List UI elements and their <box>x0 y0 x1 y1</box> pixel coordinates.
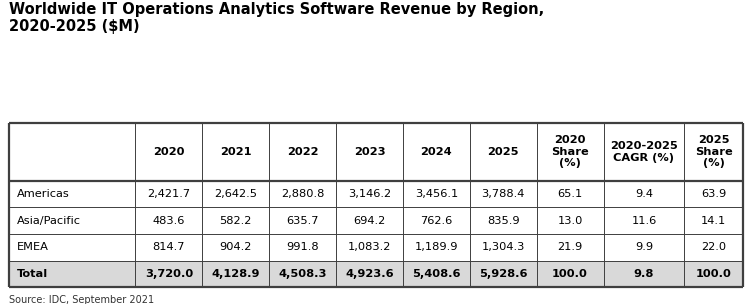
Text: 11.6: 11.6 <box>631 216 656 226</box>
Text: 1,304.3: 1,304.3 <box>481 242 525 252</box>
Text: 835.9: 835.9 <box>487 216 520 226</box>
Text: 635.7: 635.7 <box>287 216 319 226</box>
Text: Worldwide IT Operations Analytics Software Revenue by Region,
2020-2025 ($M): Worldwide IT Operations Analytics Softwa… <box>9 2 544 34</box>
Text: 4,923.6: 4,923.6 <box>345 269 394 279</box>
Text: 1,083.2: 1,083.2 <box>347 242 391 252</box>
Text: 2025: 2025 <box>487 147 519 157</box>
Text: 3,146.2: 3,146.2 <box>348 189 391 199</box>
Text: 2020
Share
(%): 2020 Share (%) <box>551 135 589 168</box>
Text: 2024: 2024 <box>420 147 452 157</box>
Text: 14.1: 14.1 <box>701 216 726 226</box>
Text: 3,788.4: 3,788.4 <box>481 189 525 199</box>
Text: 2025
Share
(%): 2025 Share (%) <box>695 135 732 168</box>
Text: 2020: 2020 <box>153 147 184 157</box>
Text: 5,408.6: 5,408.6 <box>412 269 460 279</box>
Text: 904.2: 904.2 <box>220 242 252 252</box>
Text: 582.2: 582.2 <box>220 216 252 226</box>
Text: 762.6: 762.6 <box>420 216 453 226</box>
Text: 21.9: 21.9 <box>557 242 583 252</box>
Text: 100.0: 100.0 <box>552 269 588 279</box>
Text: 2022: 2022 <box>287 147 318 157</box>
Text: Total: Total <box>17 269 48 279</box>
Text: 100.0: 100.0 <box>696 269 732 279</box>
Text: Asia/Pacific: Asia/Pacific <box>17 216 80 226</box>
Text: 4,128.9: 4,128.9 <box>211 269 260 279</box>
Text: 1,189.9: 1,189.9 <box>414 242 458 252</box>
Text: 22.0: 22.0 <box>701 242 726 252</box>
Text: 2021: 2021 <box>220 147 251 157</box>
Text: 2023: 2023 <box>353 147 385 157</box>
Text: 63.9: 63.9 <box>701 189 726 199</box>
Text: 2,880.8: 2,880.8 <box>281 189 324 199</box>
Text: Source: IDC, September 2021: Source: IDC, September 2021 <box>9 295 154 304</box>
Text: EMEA: EMEA <box>17 242 48 252</box>
Text: 13.0: 13.0 <box>557 216 583 226</box>
Text: 4,508.3: 4,508.3 <box>278 269 327 279</box>
Text: 2020-2025
CAGR (%): 2020-2025 CAGR (%) <box>610 141 678 163</box>
Text: 3,456.1: 3,456.1 <box>414 189 458 199</box>
Text: 814.7: 814.7 <box>153 242 185 252</box>
Text: 9.4: 9.4 <box>635 189 653 199</box>
Text: 694.2: 694.2 <box>353 216 386 226</box>
Text: 3,720.0: 3,720.0 <box>144 269 193 279</box>
Text: 483.6: 483.6 <box>153 216 185 226</box>
Bar <box>9 261 743 287</box>
Text: Americas: Americas <box>17 189 69 199</box>
Text: 65.1: 65.1 <box>557 189 583 199</box>
Text: 2,421.7: 2,421.7 <box>147 189 190 199</box>
Text: 9.9: 9.9 <box>635 242 653 252</box>
Text: 9.8: 9.8 <box>634 269 654 279</box>
Text: 2,642.5: 2,642.5 <box>214 189 257 199</box>
Text: 5,928.6: 5,928.6 <box>479 269 527 279</box>
Text: 991.8: 991.8 <box>287 242 319 252</box>
